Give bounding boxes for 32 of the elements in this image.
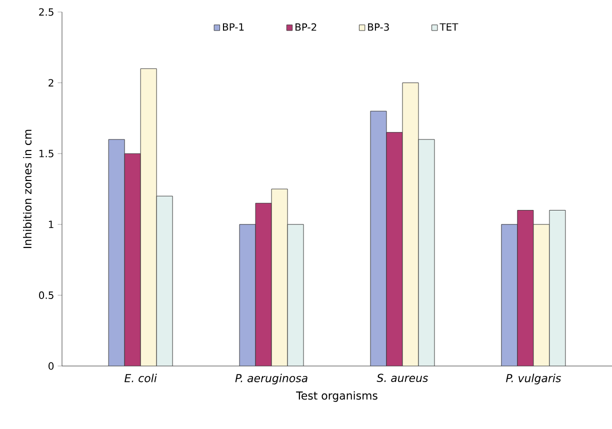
bar xyxy=(517,210,534,366)
legend-label: BP-1 xyxy=(222,23,244,31)
y-axis-title: Inhibition zones in cm xyxy=(23,130,32,248)
x-axis-title: Test organisms xyxy=(296,391,378,402)
bar xyxy=(533,224,550,366)
legend-label: BP-3 xyxy=(368,23,389,31)
legend-label: BP-2 xyxy=(296,23,316,31)
x-tick-label: E. coli xyxy=(124,374,157,382)
bar xyxy=(501,224,518,366)
bar xyxy=(140,68,157,366)
bar xyxy=(255,202,272,366)
x-tick-label: P. vulgaris xyxy=(506,374,561,384)
legend-label: TET xyxy=(440,23,458,31)
bar xyxy=(402,82,419,366)
y-tick-label: 0.5 xyxy=(39,291,54,299)
bar xyxy=(124,153,141,366)
bar xyxy=(370,110,387,366)
bar xyxy=(156,196,173,366)
bar xyxy=(239,224,256,366)
x-tick-label: S. aureus xyxy=(376,374,428,382)
y-tick-label: 0 xyxy=(48,362,54,370)
bar xyxy=(418,139,435,366)
bar xyxy=(108,139,125,366)
y-tick-label: 2.5 xyxy=(39,8,54,16)
x-tick-label: P. aeruginosa xyxy=(235,374,308,384)
y-tick-label: 1 xyxy=(48,220,54,228)
y-tick-label: 2 xyxy=(48,79,54,86)
bar xyxy=(386,132,403,366)
bar xyxy=(271,188,288,366)
bar xyxy=(549,210,566,366)
y-tick-label: 1.5 xyxy=(39,150,54,158)
bar xyxy=(287,224,304,366)
